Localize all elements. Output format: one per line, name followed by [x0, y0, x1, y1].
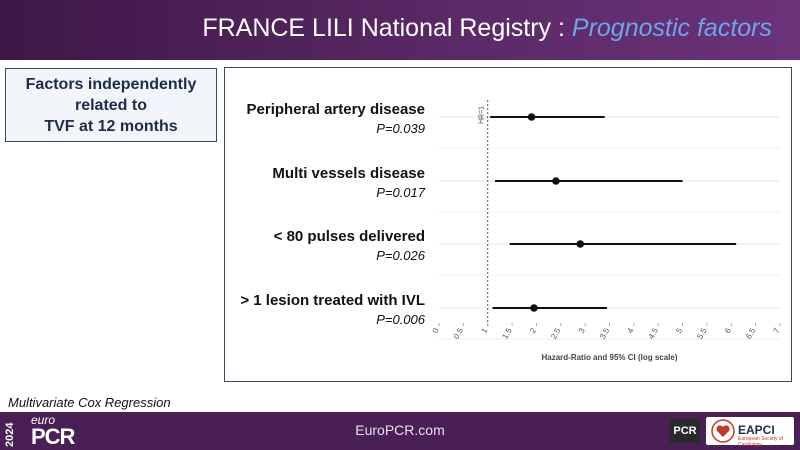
hazard-ratio-point — [576, 240, 585, 248]
forest-plot: HR=1 Peripheral artery disease P=0.039 Mult… — [240, 100, 782, 362]
header-banner: FRANCE LILI National Registry : Prognost… — [0, 0, 800, 60]
pcr-badge-logo: PCR — [670, 419, 700, 443]
eapci-label: EAPCI — [738, 423, 775, 437]
factor-label: Peripheral artery disease — [247, 101, 425, 118]
x-tick-label: 1.5 — [500, 326, 514, 341]
slide-title-accent: Prognostic factors — [571, 14, 772, 42]
slide-title: FRANCE LILI National Registry : Prognost… — [202, 14, 772, 43]
slide-title-main: FRANCE LILI National Registry : — [202, 14, 572, 42]
year-text: 2024 — [4, 422, 16, 447]
p-value-label: P=0.039 — [376, 121, 425, 136]
x-tick-label: 4.5 — [647, 326, 661, 341]
x-tick-label: 3.5 — [598, 326, 612, 341]
p-value-label: P=0.006 — [376, 312, 426, 327]
x-axis-label: Hazard-Ratio and 95% CI (log scale) — [541, 353, 677, 362]
x-tick-label: 1 — [479, 326, 489, 335]
factors-line-1: Factors independently — [25, 75, 197, 93]
caption: Multivariate Cox Regression — [8, 395, 171, 410]
factors-line-2: related to — [74, 96, 147, 114]
hazard-ratio-point — [530, 304, 538, 312]
eapci-sublabel: European Society of Cardiology — [738, 436, 784, 448]
x-tick-label: 4 — [626, 326, 636, 335]
brand-euro: euro — [31, 413, 56, 427]
factor-label: < 80 pulses delivered — [274, 228, 425, 245]
x-tick-label: 3 — [577, 326, 587, 335]
p-value-label: P=0.026 — [376, 248, 426, 263]
factors-box: Factors independently related to TVF at … — [5, 68, 217, 142]
factor-label: > 1 lesion treated with IVL — [240, 292, 425, 309]
footer-url[interactable]: EuroPCR.com — [355, 422, 445, 438]
brand-pcr-logo: PCR — [31, 424, 75, 449]
x-tick-label: 0 — [431, 326, 441, 335]
factors-box-text: Factors independently related to TVF at … — [21, 74, 201, 137]
heart-icon — [711, 419, 735, 443]
hazard-ratio-point — [552, 177, 560, 185]
year-logo: 2024 — [4, 422, 16, 447]
factor-label: Multi vessels disease — [272, 165, 425, 182]
eapci-badge-logo: EAPCI European Society of Cardiology — [706, 417, 794, 448]
p-value-label: P=0.017 — [376, 185, 426, 200]
x-tick-label: 2 — [528, 326, 538, 335]
x-tick-label: 6 — [723, 326, 733, 335]
hazard-ratio-point — [527, 113, 536, 121]
footer-bar: 2024 euro PCR EuroPCR.com PCR EAPCI Euro… — [0, 412, 800, 450]
x-tick-label: 5 — [674, 326, 684, 335]
x-tick-label: 2.5 — [549, 326, 563, 341]
x-tick-label: 6.5 — [744, 326, 758, 341]
x-tick-label: 0.5 — [452, 326, 466, 341]
forest-plot-panel: HR=1 Peripheral artery disease P=0.039 Mult… — [224, 67, 792, 382]
factors-line-3: TVF at 12 months — [44, 117, 178, 135]
x-tick-label: 7 — [772, 326, 782, 335]
reference-label: HR=1 — [479, 106, 486, 124]
x-tick-label: 5.5 — [695, 326, 709, 341]
